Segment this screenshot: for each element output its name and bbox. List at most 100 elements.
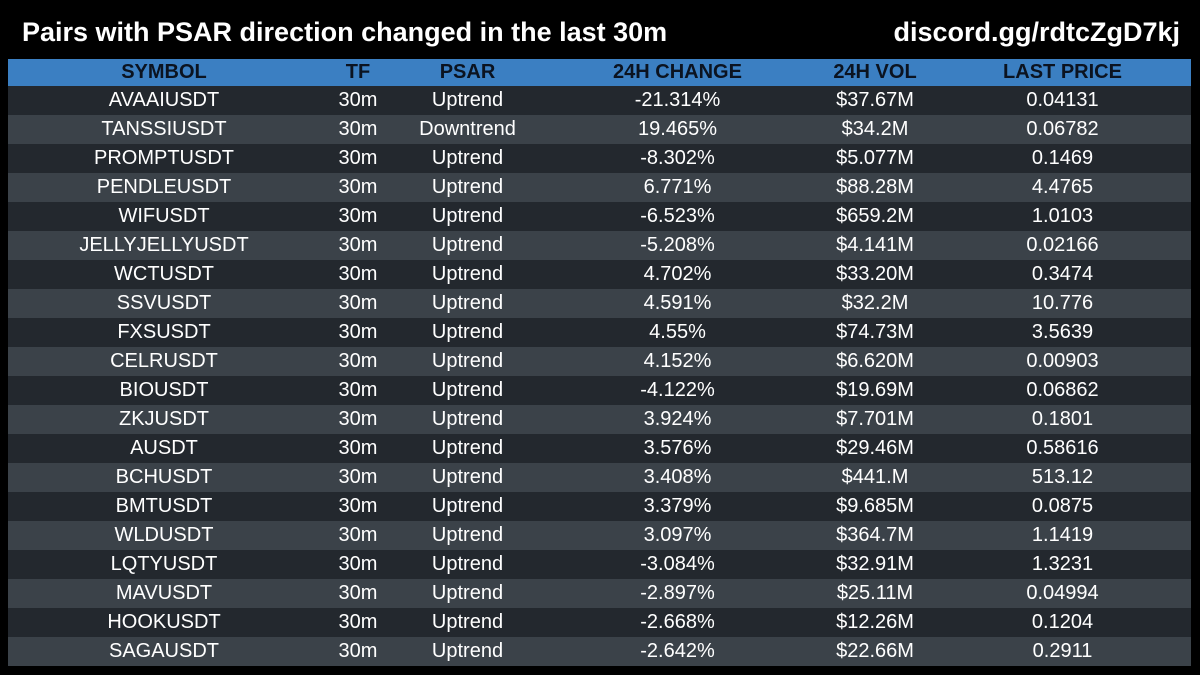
price-cell: 4.4765 (934, 173, 1191, 202)
price-cell: 0.1204 (934, 608, 1191, 637)
change-cell: 3.924% (539, 405, 816, 434)
symbol-cell: BMTUSDT (8, 492, 320, 521)
symbol-cell: CELRUSDT (8, 347, 320, 376)
psar-cell: Uptrend (396, 86, 539, 115)
price-cell: 0.58616 (934, 434, 1191, 463)
change-cell: -2.668% (539, 608, 816, 637)
change-cell: 3.576% (539, 434, 816, 463)
price-cell: 10.776 (934, 289, 1191, 318)
tf-cell: 30m (320, 231, 396, 260)
price-cell: 0.06782 (934, 115, 1191, 144)
psar-cell: Uptrend (396, 347, 539, 376)
volume-cell: $25.11M (816, 579, 934, 608)
column-header-last-price: LAST PRICE (934, 59, 1191, 86)
tf-cell: 30m (320, 463, 396, 492)
table-row: AUSDT 30m Uptrend 3.576% $29.46M 0.58616 (8, 434, 1191, 463)
header: Pairs with PSAR direction changed in the… (0, 0, 1200, 60)
volume-cell: $9.685M (816, 492, 934, 521)
page-title: Pairs with PSAR direction changed in the… (22, 17, 668, 47)
table-row: WIFUSDT 30m Uptrend -6.523% $659.2M 1.0103 (8, 202, 1191, 231)
tf-cell: 30m (320, 115, 396, 144)
table-row: BMTUSDT 30m Uptrend 3.379% $9.685M 0.0875 (8, 492, 1191, 521)
price-cell: 0.0875 (934, 492, 1191, 521)
tf-cell: 30m (320, 86, 396, 115)
tf-cell: 30m (320, 202, 396, 231)
volume-cell: $37.67M (816, 86, 934, 115)
psar-cell: Uptrend (396, 521, 539, 550)
change-cell: 4.702% (539, 260, 816, 289)
volume-cell: $33.20M (816, 260, 934, 289)
volume-cell: $22.66M (816, 637, 934, 666)
change-cell: 3.408% (539, 463, 816, 492)
volume-cell: $19.69M (816, 376, 934, 405)
price-cell: 1.3231 (934, 550, 1191, 579)
tf-cell: 30m (320, 289, 396, 318)
table-row: BCHUSDT 30m Uptrend 3.408% $441.M 513.12 (8, 463, 1191, 492)
volume-cell: $441.M (816, 463, 934, 492)
tf-cell: 30m (320, 347, 396, 376)
table-row: LQTYUSDT 30m Uptrend -3.084% $32.91M 1.3231 (8, 550, 1191, 579)
symbol-cell: AUSDT (8, 434, 320, 463)
column-header-24h-change: 24H CHANGE (539, 59, 816, 86)
change-cell: -4.122% (539, 376, 816, 405)
change-cell: 3.097% (539, 521, 816, 550)
symbol-cell: MAVUSDT (8, 579, 320, 608)
change-cell: -8.302% (539, 144, 816, 173)
column-header-tf: TF (320, 59, 396, 86)
table-row: PROMPTUSDT 30m Uptrend -8.302% $5.077M 0.1469 (8, 144, 1191, 173)
symbol-cell: JELLYJELLYUSDT (8, 231, 320, 260)
table-row: MAVUSDT 30m Uptrend -2.897% $25.11M 0.04994 (8, 579, 1191, 608)
symbol-cell: SSVUSDT (8, 289, 320, 318)
change-cell: 6.771% (539, 173, 816, 202)
price-cell: 0.3474 (934, 260, 1191, 289)
symbol-cell: ZKJUSDT (8, 405, 320, 434)
table-row: AVAAIUSDT 30m Uptrend -21.314% $37.67M 0.0413… (8, 86, 1191, 115)
volume-cell: $364.7M (816, 521, 934, 550)
volume-cell: $12.26M (816, 608, 934, 637)
volume-cell: $7.701M (816, 405, 934, 434)
psar-cell: Uptrend (396, 579, 539, 608)
change-cell: -5.208% (539, 231, 816, 260)
symbol-cell: WIFUSDT (8, 202, 320, 231)
volume-cell: $32.91M (816, 550, 934, 579)
tf-cell: 30m (320, 376, 396, 405)
change-cell: -2.897% (539, 579, 816, 608)
price-cell: 0.06862 (934, 376, 1191, 405)
psar-cell: Uptrend (396, 376, 539, 405)
psar-cell: Uptrend (396, 289, 539, 318)
psar-cell: Uptrend (396, 231, 539, 260)
price-cell: 0.1801 (934, 405, 1191, 434)
psar-cell: Uptrend (396, 492, 539, 521)
price-cell: 513.12 (934, 463, 1191, 492)
volume-cell: $29.46M (816, 434, 934, 463)
volume-cell: $5.077M (816, 144, 934, 173)
column-header-symbol: SYMBOL (8, 59, 320, 86)
table-row: ZKJUSDT 30m Uptrend 3.924% $7.701M 0.1801 (8, 405, 1191, 434)
price-cell: 0.2911 (934, 637, 1191, 666)
price-cell: 1.1419 (934, 521, 1191, 550)
tf-cell: 30m (320, 550, 396, 579)
change-cell: 4.55% (539, 318, 816, 347)
symbol-cell: HOOKUSDT (8, 608, 320, 637)
tf-cell: 30m (320, 608, 396, 637)
table-row: TANSSIUSDT 30m Downtrend 19.465% $34.2M 0.067… (8, 115, 1191, 144)
symbol-cell: LQTYUSDT (8, 550, 320, 579)
column-header-24h-vol: 24H VOL (816, 59, 934, 86)
tf-cell: 30m (320, 144, 396, 173)
psar-cell: Uptrend (396, 202, 539, 231)
change-cell: -3.084% (539, 550, 816, 579)
table-row: PENDLEUSDT 30m Uptrend 6.771% $88.28M 4.4765 (8, 173, 1191, 202)
psar-cell: Uptrend (396, 608, 539, 637)
tf-cell: 30m (320, 492, 396, 521)
symbol-cell: WLDUSDT (8, 521, 320, 550)
symbol-cell: TANSSIUSDT (8, 115, 320, 144)
tf-cell: 30m (320, 173, 396, 202)
table-row: HOOKUSDT 30m Uptrend -2.668% $12.26M 0.1204 (8, 608, 1191, 637)
psar-cell: Uptrend (396, 434, 539, 463)
price-cell: 0.04994 (934, 579, 1191, 608)
tf-cell: 30m (320, 521, 396, 550)
psar-cell: Uptrend (396, 463, 539, 492)
tf-cell: 30m (320, 434, 396, 463)
table-row: WLDUSDT 30m Uptrend 3.097% $364.7M 1.1419 (8, 521, 1191, 550)
change-cell: -21.314% (539, 86, 816, 115)
